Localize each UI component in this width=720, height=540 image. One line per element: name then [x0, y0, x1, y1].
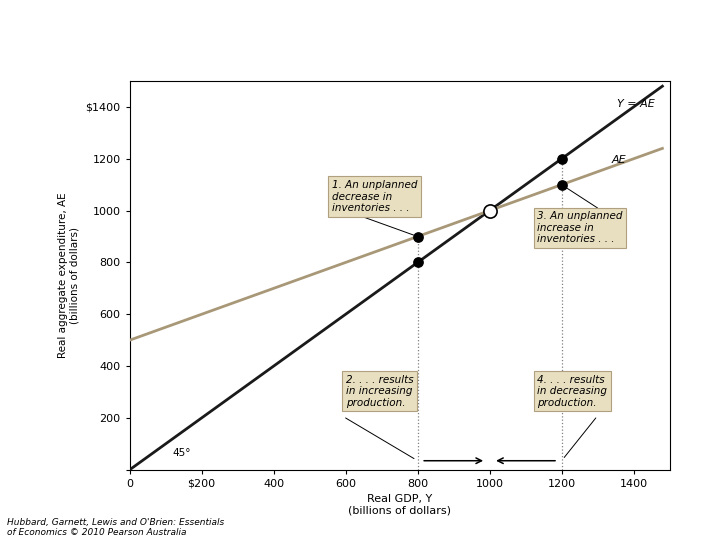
Text: Hubbard, Garnett, Lewis and O'Brien: Essentials
of Economics © 2010 Pearson Aust: Hubbard, Garnett, Lewis and O'Brien: Ess…: [7, 518, 225, 537]
Point: [484, 206, 495, 215]
Point: [412, 232, 423, 241]
Point: [412, 258, 423, 267]
Text: Y = AE: Y = AE: [617, 99, 655, 109]
Text: Macroeconomic equilibrium : Figure 13A.4: Macroeconomic equilibrium : Figure 13A.4: [9, 18, 720, 47]
Text: 2. . . . results
in increasing
production.: 2. . . . results in increasing productio…: [346, 375, 413, 408]
Text: 3. An unplanned
increase in
inventories . . .: 3. An unplanned increase in inventories …: [537, 211, 623, 245]
Text: 45°: 45°: [173, 448, 192, 457]
Point: [556, 154, 567, 163]
Y-axis label: Real aggregate expenditure, AE
(billions of dollars): Real aggregate expenditure, AE (billions…: [58, 193, 80, 358]
Text: AE: AE: [612, 154, 626, 165]
X-axis label: Real GDP, Y
(billions of dollars): Real GDP, Y (billions of dollars): [348, 495, 451, 516]
Point: [556, 180, 567, 189]
Text: 1. An unplanned
decrease in
inventories . . .: 1. An unplanned decrease in inventories …: [332, 180, 418, 213]
Text: 4. . . . results
in decreasing
production.: 4. . . . results in decreasing productio…: [537, 375, 607, 408]
